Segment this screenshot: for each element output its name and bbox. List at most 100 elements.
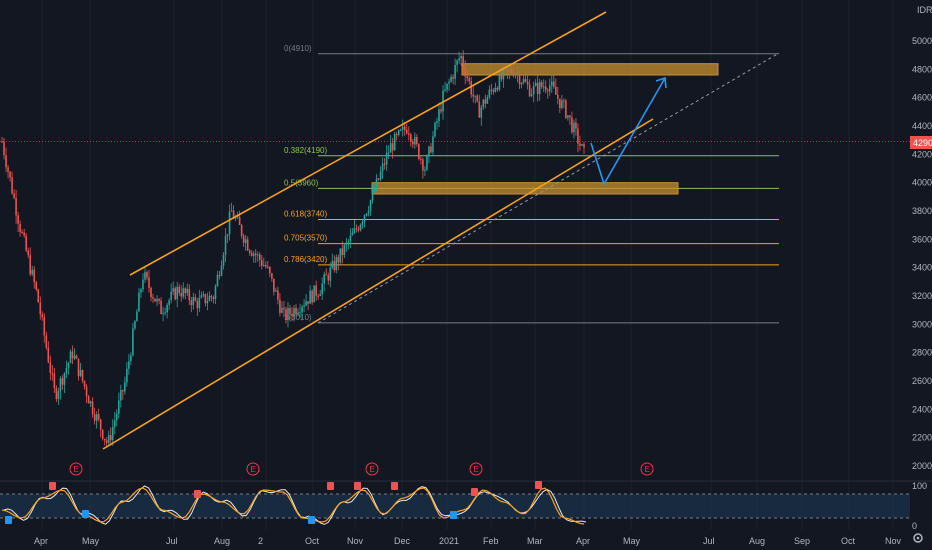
candle-body xyxy=(516,74,519,76)
candle-body xyxy=(476,95,479,102)
stochastic-pane[interactable]: 0 100 xyxy=(0,480,932,531)
candle-body xyxy=(77,358,80,376)
sell-signal-marker[interactable] xyxy=(535,481,542,489)
candle-body xyxy=(224,235,227,255)
time-tick-label: Aug xyxy=(749,536,765,546)
candle-body xyxy=(375,178,378,191)
candle-body xyxy=(39,302,42,315)
candle-body xyxy=(222,254,225,266)
candle-body xyxy=(399,129,402,131)
trend-channel[interactable] xyxy=(102,11,780,450)
candle-body xyxy=(113,420,116,427)
candle-body xyxy=(132,328,134,356)
candle-body xyxy=(271,273,273,279)
candle-body xyxy=(168,300,170,305)
candle-body xyxy=(526,81,529,85)
candle-body xyxy=(79,369,82,376)
candle-body xyxy=(381,163,384,172)
gear-icon[interactable] xyxy=(913,533,923,543)
candle-body xyxy=(514,74,517,76)
earnings-marker[interactable] xyxy=(365,462,379,476)
earnings-marker[interactable] xyxy=(640,462,654,476)
candle-body xyxy=(335,257,338,271)
projection-arrow xyxy=(590,76,667,186)
candle-body xyxy=(502,69,505,80)
fibonacci-levels: 0(4910) 0.382(4190) 0.5(3960) 0.618(3740) 0.… xyxy=(0,44,910,324)
time-tick-label: Sep xyxy=(794,536,810,546)
candle-body xyxy=(494,87,497,92)
candle-body xyxy=(150,287,152,298)
time-tick-label: Oct xyxy=(305,536,320,546)
buy-signal-marker[interactable] xyxy=(5,516,12,524)
candle-body xyxy=(109,435,112,441)
candle-body xyxy=(277,290,279,300)
channel-upper-line[interactable] xyxy=(129,11,607,276)
candle-body xyxy=(418,144,420,159)
sell-signal-marker[interactable] xyxy=(49,482,56,490)
candle-body xyxy=(303,305,305,307)
sell-signal-marker[interactable] xyxy=(354,482,361,490)
buy-signal-marker[interactable] xyxy=(308,516,315,524)
sell-signal-marker[interactable] xyxy=(391,482,398,490)
candlestick-series[interactable] xyxy=(1,50,585,448)
sell-signal-marker[interactable] xyxy=(327,482,334,490)
candle-body xyxy=(347,241,350,243)
sell-signal-marker[interactable] xyxy=(471,488,478,496)
earnings-marker-label: E xyxy=(645,465,650,474)
candle-body xyxy=(200,295,203,298)
price-tick-label: 3800 xyxy=(912,206,932,216)
candle-body xyxy=(426,156,428,170)
candle-body xyxy=(67,363,70,369)
candle-body xyxy=(93,414,96,421)
time-tick-label: Aug xyxy=(214,536,230,546)
candle-body xyxy=(397,130,400,135)
candle-body xyxy=(579,143,581,146)
candle-body xyxy=(530,94,533,97)
candle-body xyxy=(559,98,561,108)
time-tick-label: May xyxy=(82,536,100,546)
candle-body xyxy=(273,278,275,292)
candle-body xyxy=(95,414,98,421)
candle-body xyxy=(73,355,76,359)
candle-body xyxy=(325,274,328,276)
channel-lower-line[interactable] xyxy=(102,118,654,450)
candle-body xyxy=(307,301,309,304)
time-tick-label: 2021 xyxy=(439,536,459,546)
candle-body xyxy=(305,301,307,306)
candle-body xyxy=(174,288,176,300)
fib-level-label: 0.5(3960) xyxy=(284,178,319,187)
earnings-marker[interactable] xyxy=(246,462,260,476)
candle-body xyxy=(534,82,537,86)
candle-body xyxy=(65,368,68,374)
candle-body xyxy=(194,297,197,301)
earnings-marker[interactable] xyxy=(469,462,483,476)
candle-body xyxy=(230,210,233,212)
earnings-marker[interactable] xyxy=(69,462,83,476)
candle-body xyxy=(89,401,92,404)
time-axis[interactable]: Apr May Jul Aug 2 Oct Nov Dec 2021 Feb Mar Apr May Ju… xyxy=(34,536,902,546)
buy-signal-marker[interactable] xyxy=(450,511,457,519)
candle-body xyxy=(359,224,362,231)
candle-body xyxy=(440,109,442,112)
candle-body xyxy=(265,264,267,267)
candle-body xyxy=(462,56,464,67)
candle-body xyxy=(35,282,38,290)
time-tick-label: Apr xyxy=(576,536,590,546)
candle-body xyxy=(37,289,40,303)
candle-body xyxy=(43,317,46,336)
sell-signal-marker[interactable] xyxy=(194,490,201,498)
price-axis[interactable]: 2000 2200 2400 2600 2800 3000 3200 3400 3600 3800… xyxy=(912,36,932,471)
candle-body xyxy=(162,313,164,315)
earnings-marker-label: E xyxy=(474,465,479,474)
candle-body xyxy=(373,190,376,192)
candle-body xyxy=(581,144,583,146)
candle-body xyxy=(118,400,120,414)
candle-body xyxy=(416,137,418,145)
candle-body xyxy=(120,390,122,401)
candle-body xyxy=(91,401,94,415)
price-tick-label: 5000 xyxy=(912,36,932,46)
candle-body xyxy=(311,290,313,303)
buy-signal-marker[interactable] xyxy=(82,510,89,518)
